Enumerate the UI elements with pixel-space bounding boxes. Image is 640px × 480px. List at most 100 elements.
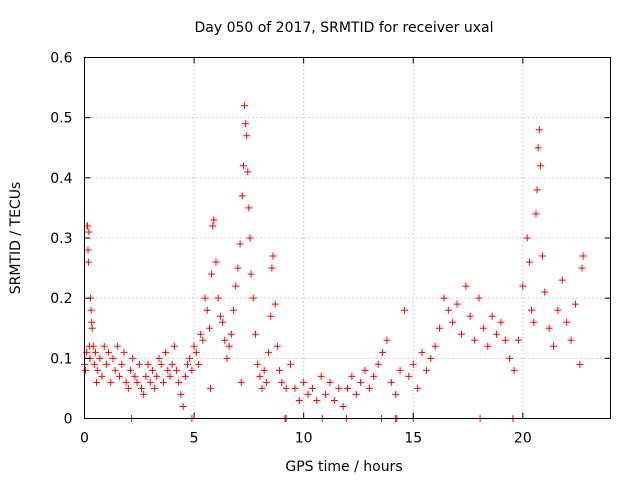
x-tick-label: 5 (190, 431, 199, 447)
data-point (205, 324, 213, 332)
data-point (269, 252, 277, 260)
data-point (563, 318, 571, 326)
data-point (392, 390, 400, 398)
data-point (194, 360, 202, 368)
data-point (396, 366, 404, 374)
data-point (400, 306, 408, 314)
data-point (268, 264, 276, 272)
data-point (567, 336, 575, 344)
data-point (216, 312, 224, 320)
data-point (246, 234, 254, 242)
data-point (199, 336, 207, 344)
data-point (245, 204, 253, 212)
data-point (240, 102, 248, 110)
data-point (533, 186, 541, 194)
data-point (300, 378, 308, 386)
data-point (374, 360, 382, 368)
data-point (159, 378, 167, 386)
data-point (170, 342, 178, 350)
data-point (528, 306, 536, 314)
data-point (239, 162, 247, 170)
data-point (201, 294, 209, 302)
data-point (422, 366, 430, 374)
data-point (471, 336, 479, 344)
data-point (98, 372, 106, 380)
data-point (535, 126, 543, 134)
data-point (254, 360, 262, 368)
data-point (244, 168, 252, 176)
data-point (506, 354, 514, 362)
y-tick-label: 0.2 (50, 291, 72, 307)
data-point (361, 366, 369, 374)
data-point (131, 372, 139, 380)
data-point (209, 222, 217, 230)
data-point (236, 240, 244, 248)
data-point (260, 366, 268, 374)
data-point (122, 378, 130, 386)
y-tick-labels: 0 0.1 0.2 0.3 0.4 0.5 0.6 (50, 51, 72, 428)
data-point (237, 378, 245, 386)
data-point (118, 360, 126, 368)
data-point (137, 384, 145, 392)
axis-ticks (84, 57, 611, 419)
data-point (120, 348, 128, 356)
data-point (94, 366, 102, 374)
data-point (409, 360, 417, 368)
data-point (475, 294, 483, 302)
grid-lines (84, 57, 611, 419)
data-point (247, 270, 255, 278)
data-point (534, 144, 542, 152)
x-tick-label: 15 (404, 431, 422, 447)
data-point (243, 132, 251, 140)
data-point (197, 330, 205, 338)
data-point (89, 342, 97, 350)
data-point (558, 276, 566, 284)
chart-title: Day 050 of 2017, SRMTID for receiver uxa… (194, 20, 493, 36)
data-point (208, 270, 216, 278)
data-point (383, 336, 391, 344)
data-point (168, 360, 176, 368)
data-point (155, 354, 163, 362)
data-point (87, 306, 95, 314)
data-point (96, 354, 104, 362)
x-axis-label: GPS time / hours (285, 459, 402, 475)
data-point (545, 324, 553, 332)
data-point (221, 336, 229, 344)
y-tick-label: 0.5 (50, 111, 72, 127)
data-point (124, 384, 132, 392)
data-point (109, 354, 117, 362)
data-point (207, 384, 215, 392)
data-point (133, 378, 141, 386)
data-point (484, 342, 492, 350)
y-tick-label: 0.1 (50, 351, 72, 367)
data-point (230, 306, 238, 314)
data-point (166, 372, 174, 380)
data-point (414, 384, 422, 392)
data-point (90, 360, 98, 368)
data-point (256, 372, 264, 380)
data-point (153, 372, 161, 380)
data-point (100, 342, 108, 350)
data-point (370, 372, 378, 380)
data-point (142, 372, 150, 380)
data-point (265, 348, 273, 356)
data-point (227, 330, 235, 338)
data-point (181, 372, 189, 380)
data-point (462, 282, 470, 290)
x-tick-label: 20 (514, 431, 532, 447)
data-point (488, 312, 496, 320)
data-point (308, 384, 316, 392)
data-point (291, 384, 299, 392)
y-tick-label: 0 (64, 412, 73, 428)
data-point (203, 306, 211, 314)
data-point (214, 294, 222, 302)
data-point (530, 318, 538, 326)
data-point (357, 378, 365, 386)
data-point (571, 300, 579, 308)
data-point (113, 342, 121, 350)
data-point (271, 300, 279, 308)
data-point (436, 324, 444, 332)
data-point (405, 372, 413, 380)
data-point (186, 354, 194, 362)
data-point (579, 252, 587, 260)
